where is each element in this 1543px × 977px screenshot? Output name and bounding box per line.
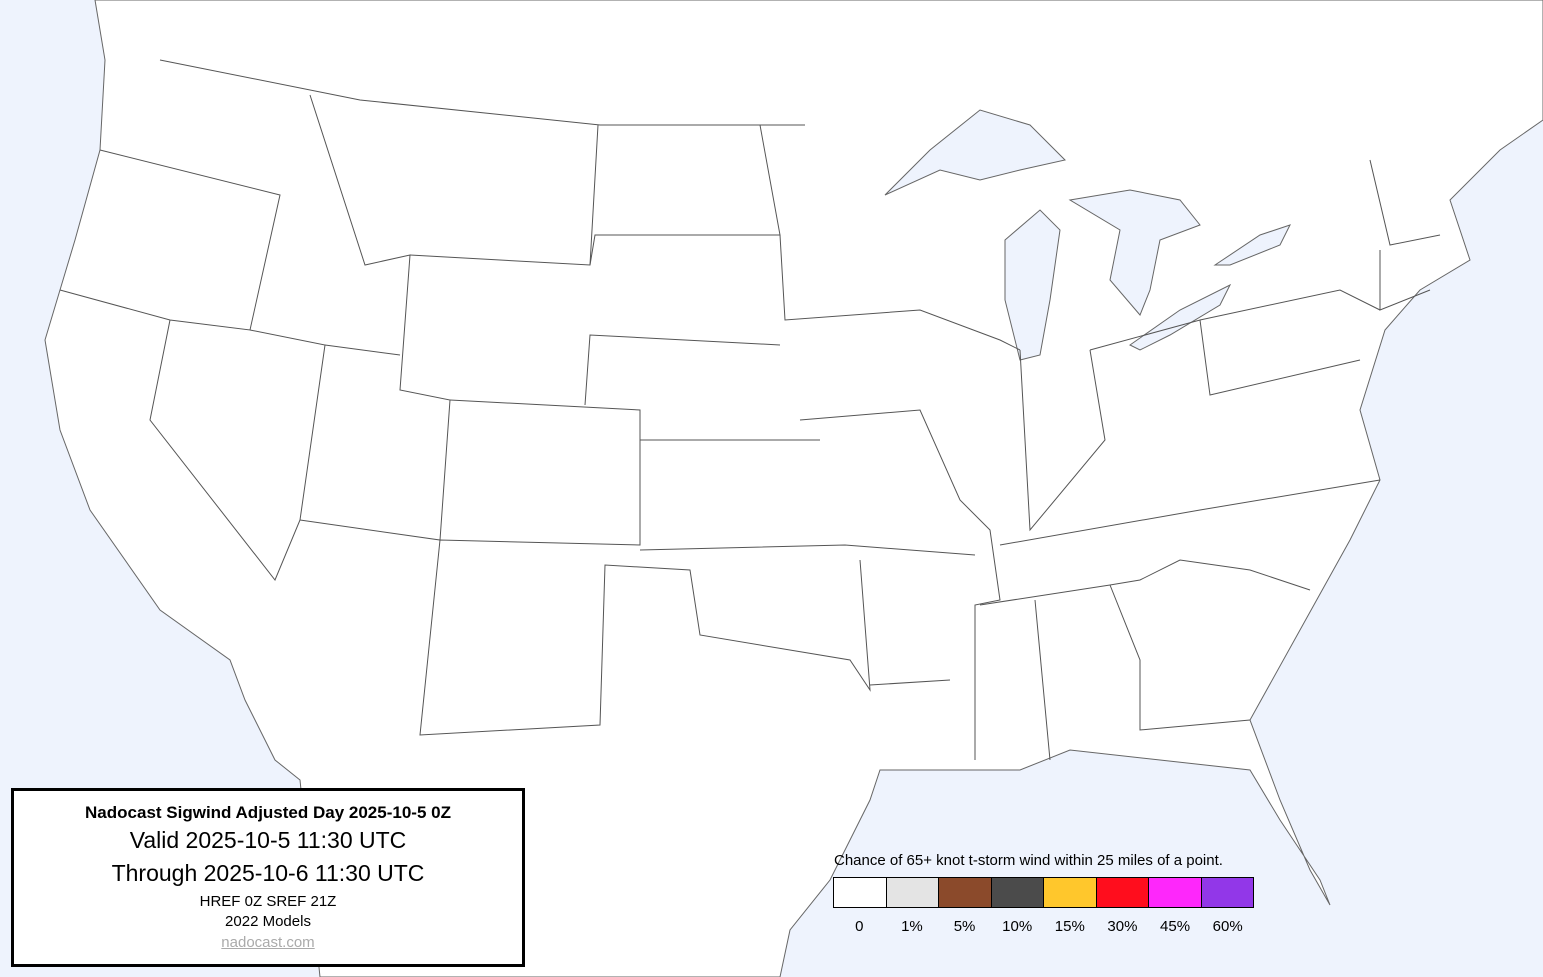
legend-color-bar xyxy=(833,877,1254,908)
land xyxy=(44,0,1543,977)
legend-label: 30% xyxy=(1107,918,1138,935)
legend-swatch-5 xyxy=(939,878,992,907)
legend-swatch-1 xyxy=(886,878,939,907)
legend-swatch-60 xyxy=(1201,878,1253,907)
valid-time: Valid 2025-10-5 11:30 UTC xyxy=(129,827,407,853)
nadocast-link[interactable]: nadocast.com xyxy=(221,934,315,951)
legend-label: 60% xyxy=(1212,918,1243,935)
probability-legend: Chance of 65+ knot t-storm wind within 2… xyxy=(833,852,1254,935)
great-lakes xyxy=(884,109,1291,361)
legend-swatch-0 xyxy=(834,878,887,907)
legend-label: 45% xyxy=(1160,918,1191,935)
forecast-info-box: Nadocast Sigwind Adjusted Day 2025-10-5 … xyxy=(11,788,525,967)
legend-label: 1% xyxy=(901,918,923,935)
legend-label: 0 xyxy=(855,918,864,935)
state-borders xyxy=(59,59,1441,761)
legend-label: 5% xyxy=(953,918,976,935)
through-time: Through 2025-10-6 11:30 UTC xyxy=(111,860,425,886)
model-version: 2022 Models xyxy=(225,913,311,930)
legend-swatch-45 xyxy=(1149,878,1202,907)
legend-swatch-30 xyxy=(1096,878,1149,907)
legend-label: 10% xyxy=(1002,918,1033,935)
legend-swatch-10 xyxy=(991,878,1044,907)
forecast-title: Nadocast Sigwind Adjusted Day 2025-10-5 … xyxy=(85,803,451,822)
model-runs: HREF 0Z SREF 21Z xyxy=(199,893,337,910)
legend-label: 15% xyxy=(1054,918,1085,935)
legend-swatch-15 xyxy=(1044,878,1097,907)
legend-title: Chance of 65+ knot t-storm wind within 2… xyxy=(834,852,1223,869)
